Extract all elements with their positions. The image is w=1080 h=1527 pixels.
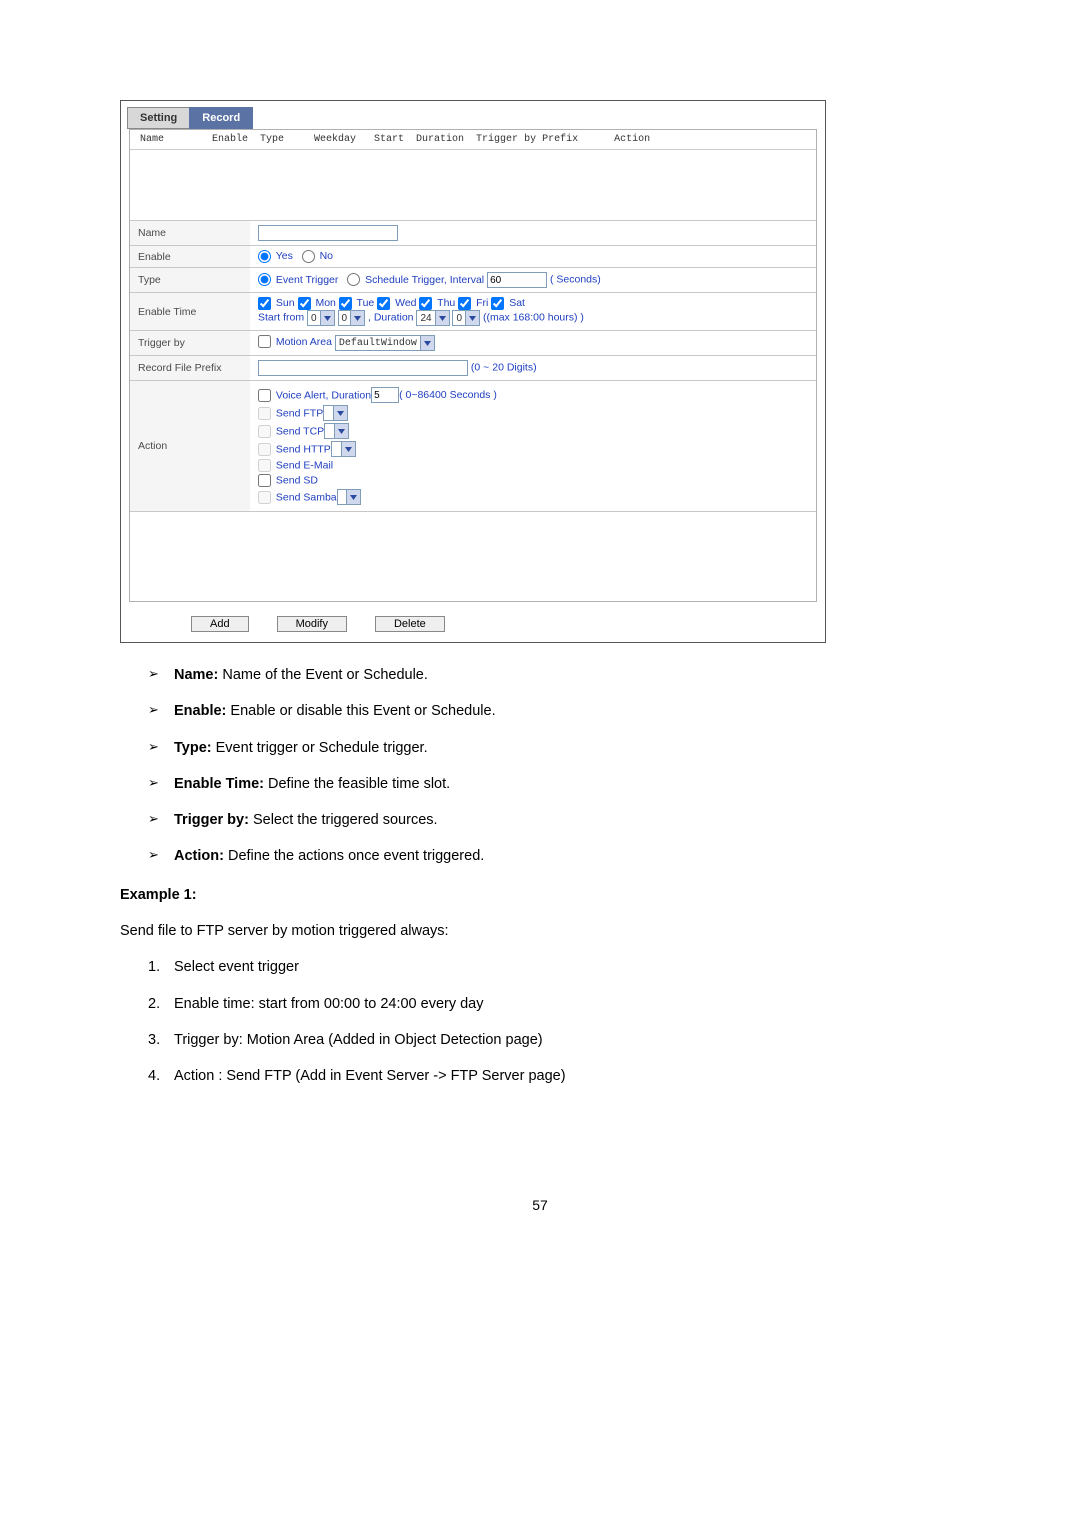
bullet-item: ➢Name: Name of the Event or Schedule. (148, 665, 960, 685)
voice-hint: ( 0~86400 Seconds ) (399, 389, 497, 401)
record-panel: Name Enable Type Weekday Start Duration … (129, 129, 817, 602)
type-event[interactable]: Event Trigger (258, 274, 338, 286)
day-thu[interactable]: Thu (419, 297, 458, 309)
trigger-label: Trigger by (130, 331, 250, 356)
step-item: 3.Trigger by: Motion Area (Added in Obje… (148, 1030, 960, 1050)
chevron-down-icon (320, 311, 334, 325)
step-item: 1.Select event trigger (148, 957, 960, 977)
type-schedule[interactable]: Schedule Trigger, Interval (347, 274, 484, 286)
chevron-down-icon (465, 311, 479, 325)
dur-min[interactable]: 0 (452, 310, 480, 326)
tab-setting[interactable]: Setting (127, 107, 190, 129)
list-header: Name Enable Type Weekday Start Duration … (130, 130, 816, 150)
step-item: 4.Action : Send FTP (Add in Event Server… (148, 1066, 960, 1086)
name-input[interactable] (258, 225, 398, 241)
action-ftp[interactable]: Send FTP (258, 407, 323, 420)
chevron-down-icon (420, 336, 434, 350)
enable-yes[interactable]: Yes (258, 250, 293, 262)
chevron-down-icon (341, 442, 355, 456)
step-item: 2.Enable time: start from 00:00 to 24:00… (148, 994, 960, 1014)
chevron-down-icon (333, 406, 347, 420)
action-http[interactable]: Send HTTP (258, 443, 331, 456)
bullet-item: ➢Trigger by: Select the triggered source… (148, 810, 960, 830)
prefix-input[interactable] (258, 360, 468, 376)
empty-list (130, 150, 816, 220)
startfrom-label: Start from (258, 312, 304, 324)
button-row: Add Modify Delete (121, 610, 825, 642)
trigger-motion[interactable]: Motion Area (258, 336, 332, 348)
action-samba[interactable]: Send Samba (258, 491, 337, 504)
ftp-select[interactable] (323, 405, 348, 421)
name-label: Name (130, 221, 250, 246)
page-number: 57 (120, 1197, 960, 1213)
duration-label: , Duration (368, 312, 414, 324)
bullet-item: ➢Type: Event trigger or Schedule trigger… (148, 738, 960, 758)
interval-input[interactable] (487, 272, 547, 288)
http-select[interactable] (331, 441, 356, 457)
day-sun[interactable]: Sun (258, 297, 298, 309)
bullet-item: ➢Enable: Enable or disable this Event or… (148, 701, 960, 721)
doc-text: ➢Name: Name of the Event or Schedule. ➢En… (120, 665, 960, 1087)
maxhours-label: ((max 168:00 hours) ) (483, 312, 584, 324)
day-mon[interactable]: Mon (298, 297, 339, 309)
action-voice[interactable]: Voice Alert, Duration (258, 389, 371, 402)
samba-select[interactable] (337, 489, 362, 505)
day-tue[interactable]: Tue (339, 297, 377, 309)
action-sd[interactable]: Send SD (258, 474, 318, 487)
day-wed[interactable]: Wed (377, 297, 419, 309)
action-email[interactable]: Send E-Mail (258, 459, 333, 472)
add-button[interactable]: Add (191, 616, 249, 632)
bullet-item: ➢Action: Define the actions once event t… (148, 846, 960, 866)
chevron-down-icon (334, 424, 348, 438)
bullet-item: ➢Enable Time: Define the feasible time s… (148, 774, 960, 794)
prefix-hint: (0 ~ 20 Digits) (471, 362, 537, 374)
enable-label: Enable (130, 246, 250, 268)
day-sat[interactable]: Sat (491, 297, 525, 309)
modify-button[interactable]: Modify (277, 616, 347, 632)
enabletime-label: Enable Time (130, 293, 250, 331)
example-title: Example 1: (120, 885, 960, 905)
tcp-select[interactable] (324, 423, 349, 439)
tab-record[interactable]: Record (189, 107, 253, 129)
settings-form: Name Enable Yes No Type Event Trigger Sc… (130, 220, 816, 511)
delete-button[interactable]: Delete (375, 616, 445, 632)
chevron-down-icon (346, 490, 360, 504)
motion-window-select[interactable]: DefaultWindow (335, 335, 435, 351)
prefix-label: Record File Prefix (130, 356, 250, 381)
example-intro: Send file to FTP server by motion trigge… (120, 921, 960, 941)
voice-duration-input[interactable] (371, 387, 399, 403)
config-screenshot: Setting Record Name Enable Type Weekday … (120, 100, 826, 643)
chevron-down-icon (435, 311, 449, 325)
action-label: Action (130, 381, 250, 512)
action-tcp[interactable]: Send TCP (258, 425, 324, 438)
tab-bar: Setting Record (121, 101, 825, 129)
enable-no[interactable]: No (302, 250, 333, 262)
type-label: Type (130, 268, 250, 293)
start-hour[interactable]: 0 (307, 310, 335, 326)
dur-hour[interactable]: 24 (416, 310, 449, 326)
chevron-down-icon (350, 311, 364, 325)
day-fri[interactable]: Fri (458, 297, 491, 309)
seconds-label: ( Seconds) (550, 274, 601, 286)
start-min[interactable]: 0 (338, 310, 366, 326)
